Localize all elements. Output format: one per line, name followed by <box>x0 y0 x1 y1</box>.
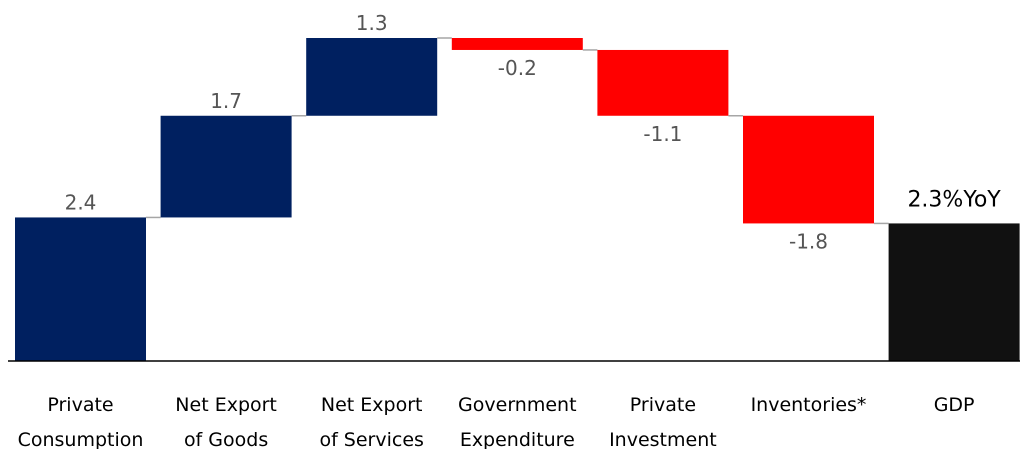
data-label-2: 1.3 <box>356 11 388 35</box>
category-label-1-0: Net Export <box>175 394 277 416</box>
data-label-4: -1.1 <box>643 122 682 146</box>
data-label-1: 1.7 <box>210 89 242 113</box>
category-label-3-1: Expenditure <box>460 429 575 449</box>
bar-1 <box>160 115 292 218</box>
category-label-1-1: of Goods <box>184 429 268 449</box>
category-label-3-0: Government <box>458 394 577 416</box>
category-label-4-0: Private <box>630 394 696 416</box>
bar-4 <box>597 49 729 116</box>
data-label-3: -0.2 <box>498 56 537 80</box>
category-label-6-0: GDP <box>934 394 975 416</box>
data-label-0: 2.4 <box>65 190 97 214</box>
data-label-6: 2.3%YoY <box>907 187 1001 212</box>
category-label-4-1: Investment <box>609 429 717 449</box>
bar-0 <box>15 217 146 361</box>
category-label-0-1: Consumption <box>18 429 144 449</box>
category-label-2-0: Net Export <box>321 394 423 416</box>
data-label-5: -1.8 <box>789 229 828 253</box>
category-label-0-0: Private <box>47 394 113 416</box>
bar-5 <box>743 115 874 224</box>
bar-2 <box>306 38 438 116</box>
category-label-5-0: Inventories* <box>751 394 867 416</box>
bar-6 <box>888 223 1020 361</box>
bar-3 <box>451 38 583 50</box>
category-label-2-1: of Services <box>319 429 423 449</box>
